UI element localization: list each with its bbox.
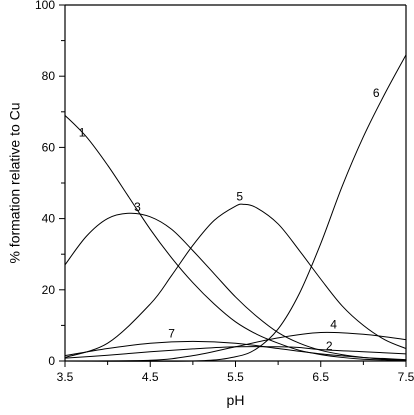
- series-6-line: [64, 54, 407, 362]
- y-axis-title: % formation relative to Cu: [7, 102, 23, 263]
- y-axis: 0 20 40 60 80 100: [35, 0, 407, 368]
- y-tick-label: 100: [35, 0, 55, 12]
- series-6-label: 6: [373, 86, 380, 100]
- series-7-label: 7: [168, 326, 175, 340]
- y-tick-label: 0: [48, 354, 55, 368]
- series-3-label: 3: [134, 200, 141, 214]
- curve-labels: 1 2 3 4 5 6 7: [79, 86, 380, 353]
- x-tick-label: 6.5: [312, 370, 329, 384]
- x-tick-label: 4.5: [142, 370, 159, 384]
- series-2-label: 2: [326, 339, 333, 353]
- series-4-line: [64, 331, 407, 362]
- x-tick-label: 3.5: [57, 370, 74, 384]
- x-axis: 3.5 4.5 5.5 6.5 7.5: [57, 360, 414, 384]
- series-5-line: [64, 203, 407, 358]
- x-tick-label: 5.5: [227, 370, 244, 384]
- y-tick-label: 80: [42, 69, 56, 83]
- x-tick-label: 7.5: [398, 370, 414, 384]
- series-5-label: 5: [236, 189, 243, 203]
- series-3-line: [64, 212, 407, 361]
- series-1-line: [64, 115, 407, 362]
- y-tick-label: 40: [42, 212, 56, 226]
- series-1-label: 1: [79, 125, 86, 139]
- curves: [64, 54, 407, 362]
- series-2-line: [64, 346, 407, 359]
- y-tick-label: 20: [42, 283, 56, 297]
- series-4-label: 4: [330, 318, 337, 332]
- series-7-line: [64, 340, 407, 361]
- x-axis-title: pH: [227, 392, 245, 408]
- y-tick-label: 60: [42, 140, 56, 154]
